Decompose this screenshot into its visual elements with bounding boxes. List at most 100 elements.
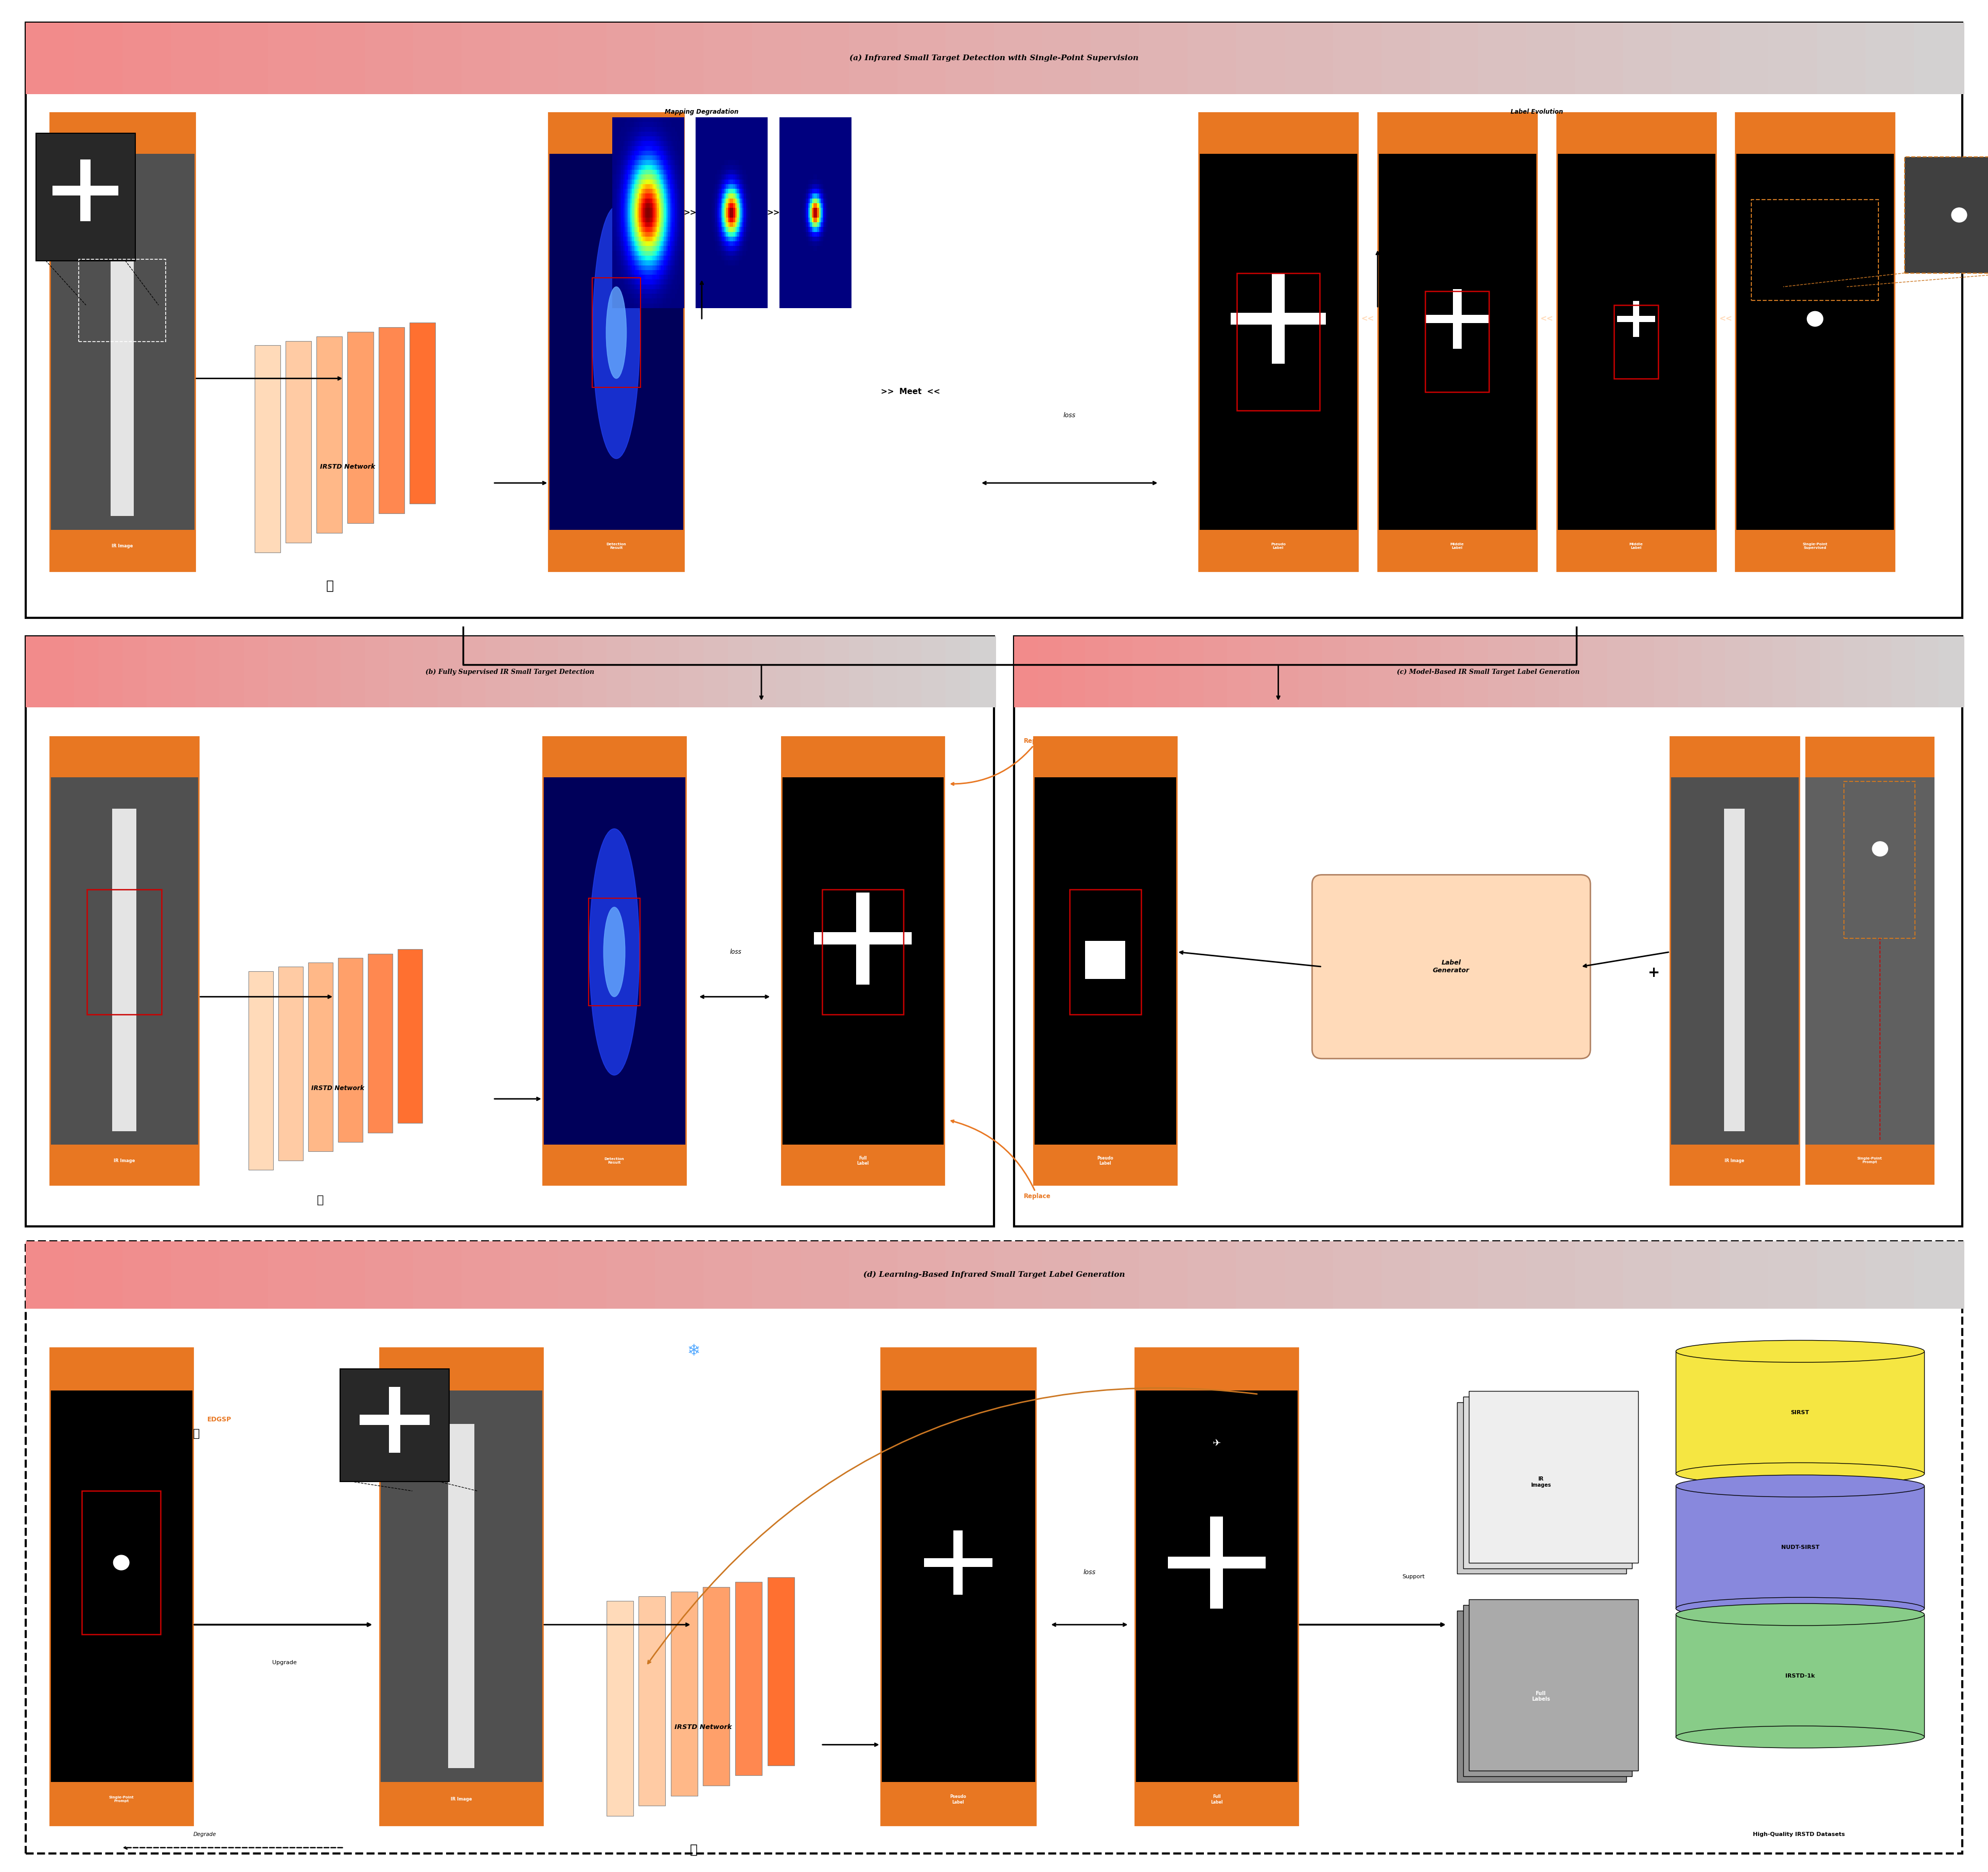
- Text: +: +: [1648, 966, 1660, 979]
- Bar: [1867, 636, 1893, 708]
- Bar: [74, 1241, 125, 1309]
- Bar: [340, 636, 366, 708]
- Text: (c) Model-Based IR Small Target Label Generation: (c) Model-Based IR Small Target Label Ge…: [1398, 668, 1578, 676]
- Bar: [849, 636, 875, 708]
- Bar: [1463, 1604, 1632, 1777]
- Ellipse shape: [1676, 1340, 1924, 1363]
- Bar: [1322, 636, 1348, 708]
- Text: SIRST: SIRST: [1791, 1410, 1809, 1415]
- Bar: [881, 1348, 1036, 1825]
- Bar: [559, 636, 584, 708]
- Bar: [26, 1241, 1962, 1853]
- Text: Full
Label: Full Label: [857, 1155, 869, 1166]
- Bar: [1231, 313, 1326, 326]
- Text: High-Quality IRSTD Datasets: High-Quality IRSTD Datasets: [1753, 1833, 1845, 1836]
- Bar: [1091, 1241, 1141, 1309]
- Bar: [954, 1531, 962, 1595]
- Bar: [414, 22, 463, 94]
- Text: loss: loss: [1083, 1569, 1095, 1576]
- Bar: [1670, 738, 1799, 777]
- Bar: [1557, 112, 1716, 571]
- Ellipse shape: [1676, 1462, 1924, 1484]
- Bar: [1557, 112, 1716, 154]
- Bar: [1091, 22, 1141, 94]
- Bar: [461, 22, 513, 94]
- Bar: [612, 290, 684, 309]
- Text: Single-Point
Supervised: Single-Point Supervised: [1803, 543, 1827, 550]
- Bar: [881, 1782, 1036, 1825]
- Bar: [897, 22, 948, 94]
- Bar: [447, 1425, 475, 1767]
- Bar: [1332, 22, 1384, 94]
- Bar: [308, 962, 334, 1151]
- Bar: [414, 636, 439, 708]
- Text: Label
Generator: Label Generator: [1433, 960, 1469, 973]
- Bar: [368, 953, 394, 1133]
- Bar: [1038, 636, 1064, 708]
- Bar: [779, 290, 851, 309]
- Bar: [1614, 305, 1658, 378]
- Bar: [509, 1241, 561, 1309]
- Bar: [171, 636, 197, 708]
- Text: <<: <<: [1541, 314, 1553, 322]
- Bar: [1179, 636, 1205, 708]
- Text: Detection
Result: Detection Result: [604, 1157, 624, 1164]
- Bar: [390, 636, 415, 708]
- Bar: [1187, 22, 1239, 94]
- Bar: [994, 22, 1044, 94]
- Bar: [1332, 1241, 1384, 1309]
- Bar: [1632, 301, 1640, 337]
- Bar: [268, 22, 318, 94]
- Text: IR Image: IR Image: [111, 545, 133, 548]
- Text: ❄: ❄: [688, 1344, 700, 1359]
- Bar: [147, 636, 173, 708]
- Bar: [543, 1144, 686, 1185]
- Bar: [1769, 22, 1819, 94]
- Bar: [638, 1597, 666, 1806]
- Text: Full
Labels: Full Labels: [1531, 1690, 1551, 1702]
- Bar: [36, 133, 135, 260]
- Bar: [1453, 288, 1461, 348]
- Bar: [1346, 636, 1372, 708]
- Bar: [696, 290, 767, 309]
- Text: Pseudo
Label: Pseudo Label: [1270, 543, 1286, 550]
- Bar: [1441, 636, 1467, 708]
- Bar: [50, 738, 199, 777]
- Bar: [99, 636, 125, 708]
- Bar: [994, 1241, 1044, 1309]
- Bar: [1616, 316, 1656, 322]
- Bar: [50, 112, 195, 571]
- Text: 🔥: 🔥: [326, 580, 334, 592]
- Bar: [559, 1241, 608, 1309]
- Bar: [1805, 738, 1934, 1185]
- Bar: [50, 1144, 199, 1185]
- Bar: [171, 1241, 221, 1309]
- Bar: [1425, 292, 1489, 393]
- Bar: [316, 22, 366, 94]
- Bar: [825, 636, 851, 708]
- Bar: [1914, 636, 1940, 708]
- Bar: [1014, 636, 1040, 708]
- Bar: [461, 636, 487, 708]
- Bar: [1457, 1610, 1626, 1782]
- Bar: [1034, 738, 1177, 1185]
- Bar: [1034, 738, 1177, 777]
- Bar: [1865, 1241, 1916, 1309]
- Bar: [1135, 1348, 1298, 1825]
- Bar: [1527, 1241, 1576, 1309]
- Bar: [1720, 1241, 1771, 1309]
- Bar: [1394, 636, 1419, 708]
- Bar: [80, 159, 91, 221]
- Bar: [195, 636, 221, 708]
- Bar: [656, 636, 682, 708]
- Bar: [1382, 22, 1431, 94]
- Bar: [1167, 1556, 1266, 1569]
- Bar: [1726, 636, 1751, 708]
- Bar: [1042, 1241, 1093, 1309]
- Text: >>  Meet  <<: >> Meet <<: [881, 388, 940, 395]
- Text: ✈: ✈: [1213, 1438, 1221, 1449]
- Text: >>: >>: [684, 210, 696, 217]
- Bar: [1843, 636, 1869, 708]
- Bar: [630, 636, 658, 708]
- Text: (b) Fully Supervised IR Small Target Detection: (b) Fully Supervised IR Small Target Det…: [425, 668, 594, 676]
